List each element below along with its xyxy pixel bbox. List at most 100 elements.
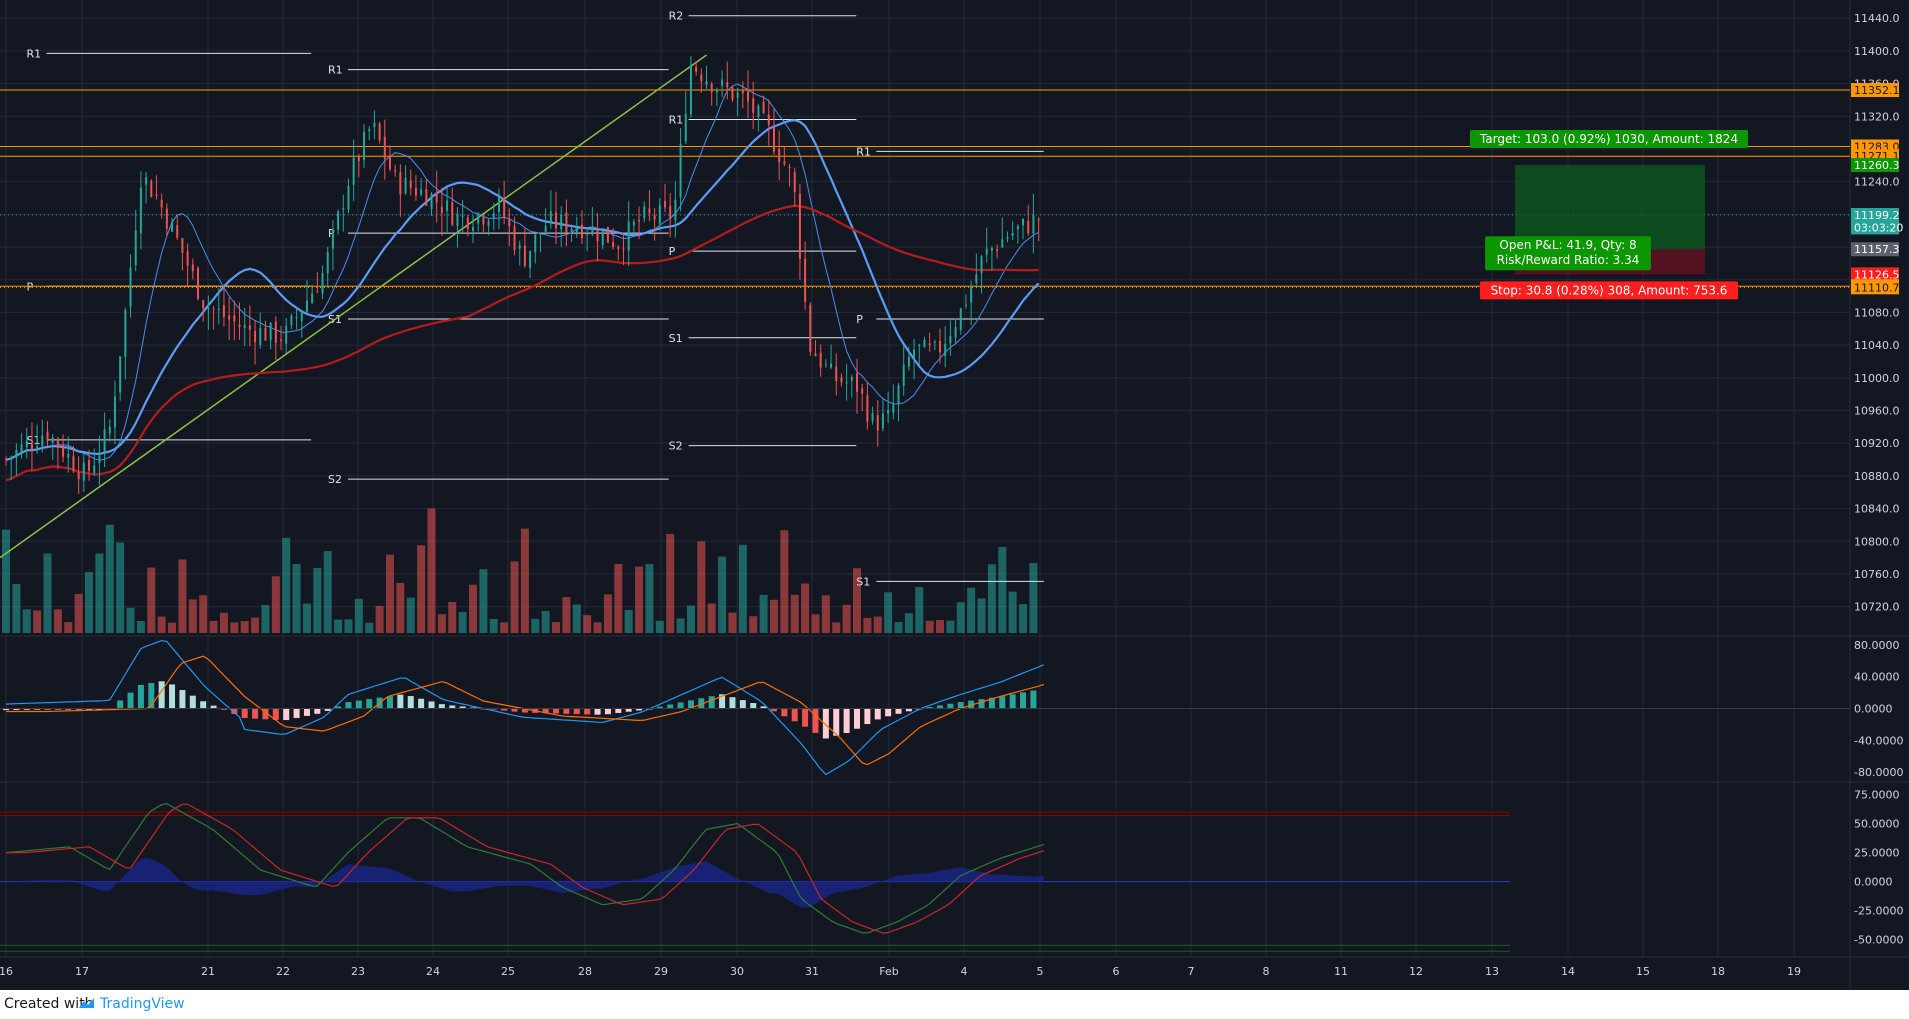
macd-histogram-bar (968, 700, 975, 709)
macd-histogram-bar (189, 695, 196, 709)
macd-histogram-bar (687, 700, 694, 709)
volume-bar (448, 601, 457, 633)
candle-body (985, 248, 988, 255)
candle-body (430, 194, 433, 209)
created-with-text: Created with (4, 996, 94, 1012)
candle-body (689, 64, 692, 115)
x-tick-label: 6 (1113, 965, 1120, 978)
candle-body (622, 248, 625, 250)
macd-histogram-bar (584, 708, 591, 715)
candle-body (383, 136, 386, 159)
macd-histogram-bar (864, 708, 871, 725)
candle-body (549, 211, 552, 224)
candle-body (155, 194, 158, 197)
macd-histogram-bar (407, 696, 414, 709)
candle-body (300, 312, 303, 322)
macd-histogram-bar (1030, 690, 1037, 709)
open-pnl-text: Open P&L: 41.9, Qty: 8 (1499, 238, 1636, 252)
price-label-box (1851, 242, 1899, 257)
volume-bar (105, 524, 114, 633)
candle-body (217, 308, 220, 310)
candle-body (975, 274, 978, 284)
tradingview-link[interactable]: TradingView (100, 996, 185, 1012)
tradingview-logo-icon[interactable] (78, 995, 96, 1013)
macd-histogram-bar (999, 696, 1006, 709)
macd-histogram-bar (366, 699, 373, 709)
candle-body (425, 189, 428, 206)
candle-body (964, 304, 967, 306)
trend-line[interactable] (0, 54, 708, 559)
candle-body (949, 335, 952, 344)
volume-bar (1029, 563, 1038, 633)
macd-histogram-bar (283, 708, 290, 721)
candle-body (970, 286, 973, 303)
candle-body (363, 131, 366, 161)
price-tick-label: 11040.0 (1854, 339, 1900, 352)
candle-body (897, 385, 900, 404)
candle-body (378, 123, 381, 141)
price-tick-label: 10920.0 (1854, 437, 1900, 450)
volume-bar (676, 618, 685, 633)
volume-bar (531, 618, 540, 633)
target-label-text: Target: 103.0 (0.92%) 1030, Amount: 1824 (1479, 132, 1738, 146)
candle-body (560, 214, 563, 230)
macd-histogram-bar (23, 708, 30, 710)
candle-body (435, 192, 438, 203)
candle-body (648, 208, 651, 214)
macd-histogram-bar (791, 708, 798, 722)
candle-body (77, 471, 80, 480)
price-label-box (1851, 207, 1899, 222)
macd-histogram-bar (978, 699, 985, 709)
candle-body (477, 214, 480, 224)
macd-tick-label: 0.0000 (1854, 703, 1893, 716)
candle-body (25, 440, 28, 448)
candle-body (653, 215, 656, 220)
candle-body (212, 308, 215, 310)
macd-histogram-bar (501, 708, 508, 711)
candle-body (207, 307, 210, 310)
macd-histogram-bar (449, 705, 456, 709)
candle-body (752, 98, 755, 113)
macd-histogram-bar (127, 692, 134, 709)
macd-histogram-bar (708, 696, 715, 709)
volume-bar (396, 582, 405, 633)
candle-body (145, 177, 148, 185)
price-label-text: 11110.7 (1854, 281, 1900, 294)
candle-body (710, 84, 713, 93)
osc-histogram-area (6, 858, 1044, 908)
candle-body (529, 250, 532, 268)
macd-histogram-bar (137, 684, 144, 709)
volume-bar (261, 604, 270, 633)
candle-body (248, 325, 251, 330)
candle-body (684, 113, 687, 142)
volume-bar (126, 607, 135, 633)
candle-body (601, 231, 604, 246)
candle-body (440, 206, 443, 214)
candle-body (295, 317, 298, 319)
x-tick-label: 23 (351, 965, 365, 978)
candle-body (129, 267, 132, 307)
candle-body (5, 459, 7, 461)
x-tick-label: 31 (805, 965, 819, 978)
candle-body (399, 172, 402, 195)
volume-bar (562, 597, 571, 633)
candle-body (990, 248, 993, 251)
candle-body (466, 217, 469, 229)
candle-body (741, 89, 744, 94)
macd-histogram-bar (241, 708, 248, 719)
candle-body (305, 300, 308, 312)
stop-label-box (1479, 281, 1739, 300)
x-tick-label: 28 (578, 965, 592, 978)
macd-histogram-bar (1009, 694, 1016, 709)
x-tick-label: 5 (1037, 965, 1044, 978)
price-chart[interactable]: R1PS1R1PS1S2R2R1PS1S2R1PS1 1617212223242… (0, 0, 1909, 990)
volume-bar (147, 567, 156, 633)
macd-histogram-bar (272, 708, 279, 720)
candle-body (337, 211, 340, 230)
candle-body (819, 352, 822, 368)
candle-body (715, 89, 718, 93)
price-tick-label: 10720.0 (1854, 601, 1900, 614)
x-tick-label: 22 (276, 965, 290, 978)
pivot-label: S2 (669, 440, 683, 453)
volume-bar (85, 572, 94, 633)
